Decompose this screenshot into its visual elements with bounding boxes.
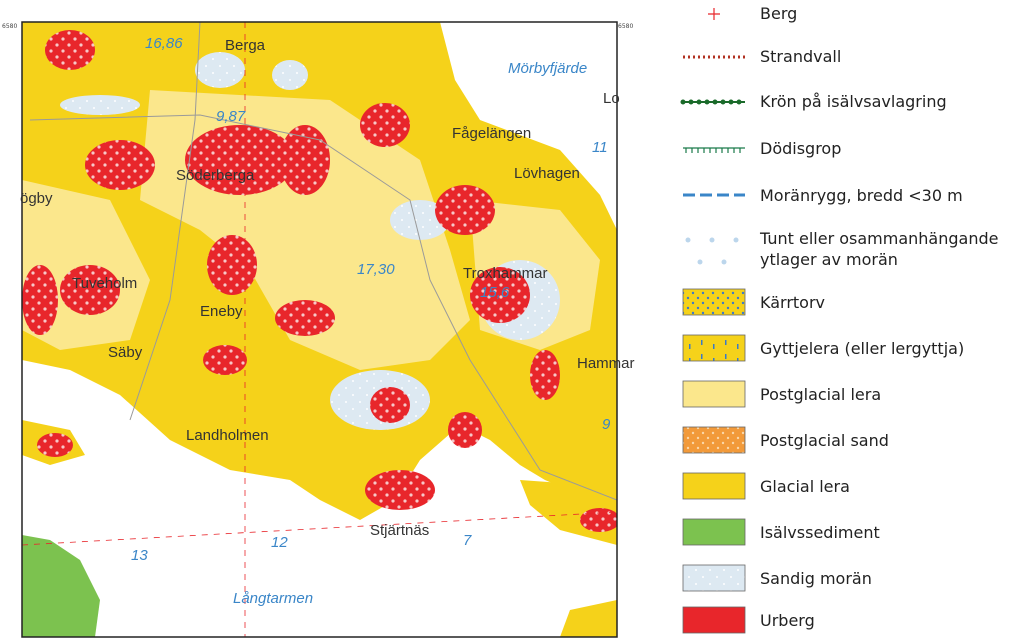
legend: Berg Strandvall Krön på isälvsavlagring … <box>680 4 998 634</box>
legend-swatch <box>682 426 746 454</box>
bedrock-blob <box>85 140 155 190</box>
bedrock-blob <box>275 300 335 336</box>
legend-swatch <box>682 334 746 362</box>
depth: 9 <box>602 416 611 433</box>
legend-symbol <box>708 8 720 20</box>
water-name: Mörbyfjärde <box>508 60 587 77</box>
till-patch <box>272 60 308 90</box>
legend-symbol <box>685 237 739 265</box>
legend-swatch <box>682 564 746 592</box>
bedrock-blob <box>203 345 247 375</box>
road <box>129 22 201 421</box>
bedrock-blob <box>365 470 435 510</box>
coordinate: 6580 <box>618 23 633 30</box>
bedrock-blob <box>60 265 120 315</box>
legend-label: Dödisgrop <box>760 139 841 158</box>
depth: 7 <box>463 532 472 549</box>
place-name: Tuveholm <box>72 275 137 292</box>
bedrock-blob <box>435 185 495 235</box>
place-name: Landholmen <box>186 427 269 444</box>
legend-label: Moränrygg, bredd <30 m <box>760 186 963 205</box>
legend-label: Kärrtorv <box>760 293 825 312</box>
legend-label: Sandig morän <box>760 569 872 588</box>
bedrock-blob <box>37 433 73 457</box>
bedrock-blob <box>280 125 330 195</box>
depth: 13 <box>131 547 148 564</box>
legend-label: Postglacial lera <box>760 385 881 404</box>
elevation: 9,87 <box>216 108 246 125</box>
depth: 11 <box>592 139 608 156</box>
bedrock-blob <box>185 125 295 195</box>
bedrock-blob <box>22 265 58 335</box>
bedrock <box>22 30 617 532</box>
place-name: Berga <box>225 37 266 54</box>
till-patch <box>195 52 245 88</box>
legend-label: Tunt eller osammanhängande <box>759 229 998 248</box>
elevation: 16,86 <box>145 35 183 52</box>
bedrock-blob <box>207 235 257 295</box>
map-frame <box>21 21 618 638</box>
legend-label: Urberg <box>760 611 815 630</box>
road <box>29 114 617 501</box>
bedrock-blob <box>530 350 560 400</box>
place-name: Eneby <box>200 303 243 320</box>
place-name: Lövhagen <box>514 165 580 182</box>
legend-swatch <box>682 472 746 500</box>
legend-label: Krön på isälvsavlagring <box>760 92 947 111</box>
legend-swatch <box>682 606 746 634</box>
till-patch <box>60 95 140 115</box>
glaciofluvial <box>22 535 100 637</box>
bedrock-blob <box>360 103 410 147</box>
place-name: Fågelängen <box>452 125 531 142</box>
water-name: Långtarmen <box>233 590 313 607</box>
legend-label: Isälvssediment <box>760 523 880 542</box>
legend-label: Glacial lera <box>760 477 850 496</box>
place-name: ögby <box>20 190 53 207</box>
legend-swatch <box>682 518 746 546</box>
place-name: Troxhammar <box>463 265 547 282</box>
legend-swatch <box>682 288 746 316</box>
shore <box>560 600 617 637</box>
legend-label: Strandvall <box>760 47 841 66</box>
roads <box>29 22 617 501</box>
place-name: Stjärtnäs <box>370 522 429 539</box>
legend-label: Gyttjelera (eller lergyttja) <box>760 339 964 358</box>
bedrock-blob <box>370 387 410 423</box>
grid-line <box>22 511 617 546</box>
place-name: Lo <box>603 90 620 107</box>
coordinate: 6580 <box>2 23 17 30</box>
bedrock-blob <box>45 30 95 70</box>
legend-label: ytlager av morän <box>760 250 898 269</box>
legend-swatch <box>682 380 746 408</box>
place-name: Säby <box>108 344 143 361</box>
elevation: 15,6 <box>480 284 510 301</box>
depth: 12 <box>271 534 288 551</box>
legend-label: Postglacial sand <box>760 431 889 450</box>
legend-label: Berg <box>760 4 797 23</box>
bedrock-blob <box>470 267 530 323</box>
elevation: 17,30 <box>357 261 395 278</box>
legend-symbol <box>683 147 745 153</box>
bedrock-blob <box>448 412 482 448</box>
place-name: Söderberga <box>176 167 255 184</box>
grid <box>22 22 617 637</box>
map <box>22 22 617 637</box>
place-name: Hammar <box>577 355 635 372</box>
bedrock-blob <box>580 508 617 532</box>
